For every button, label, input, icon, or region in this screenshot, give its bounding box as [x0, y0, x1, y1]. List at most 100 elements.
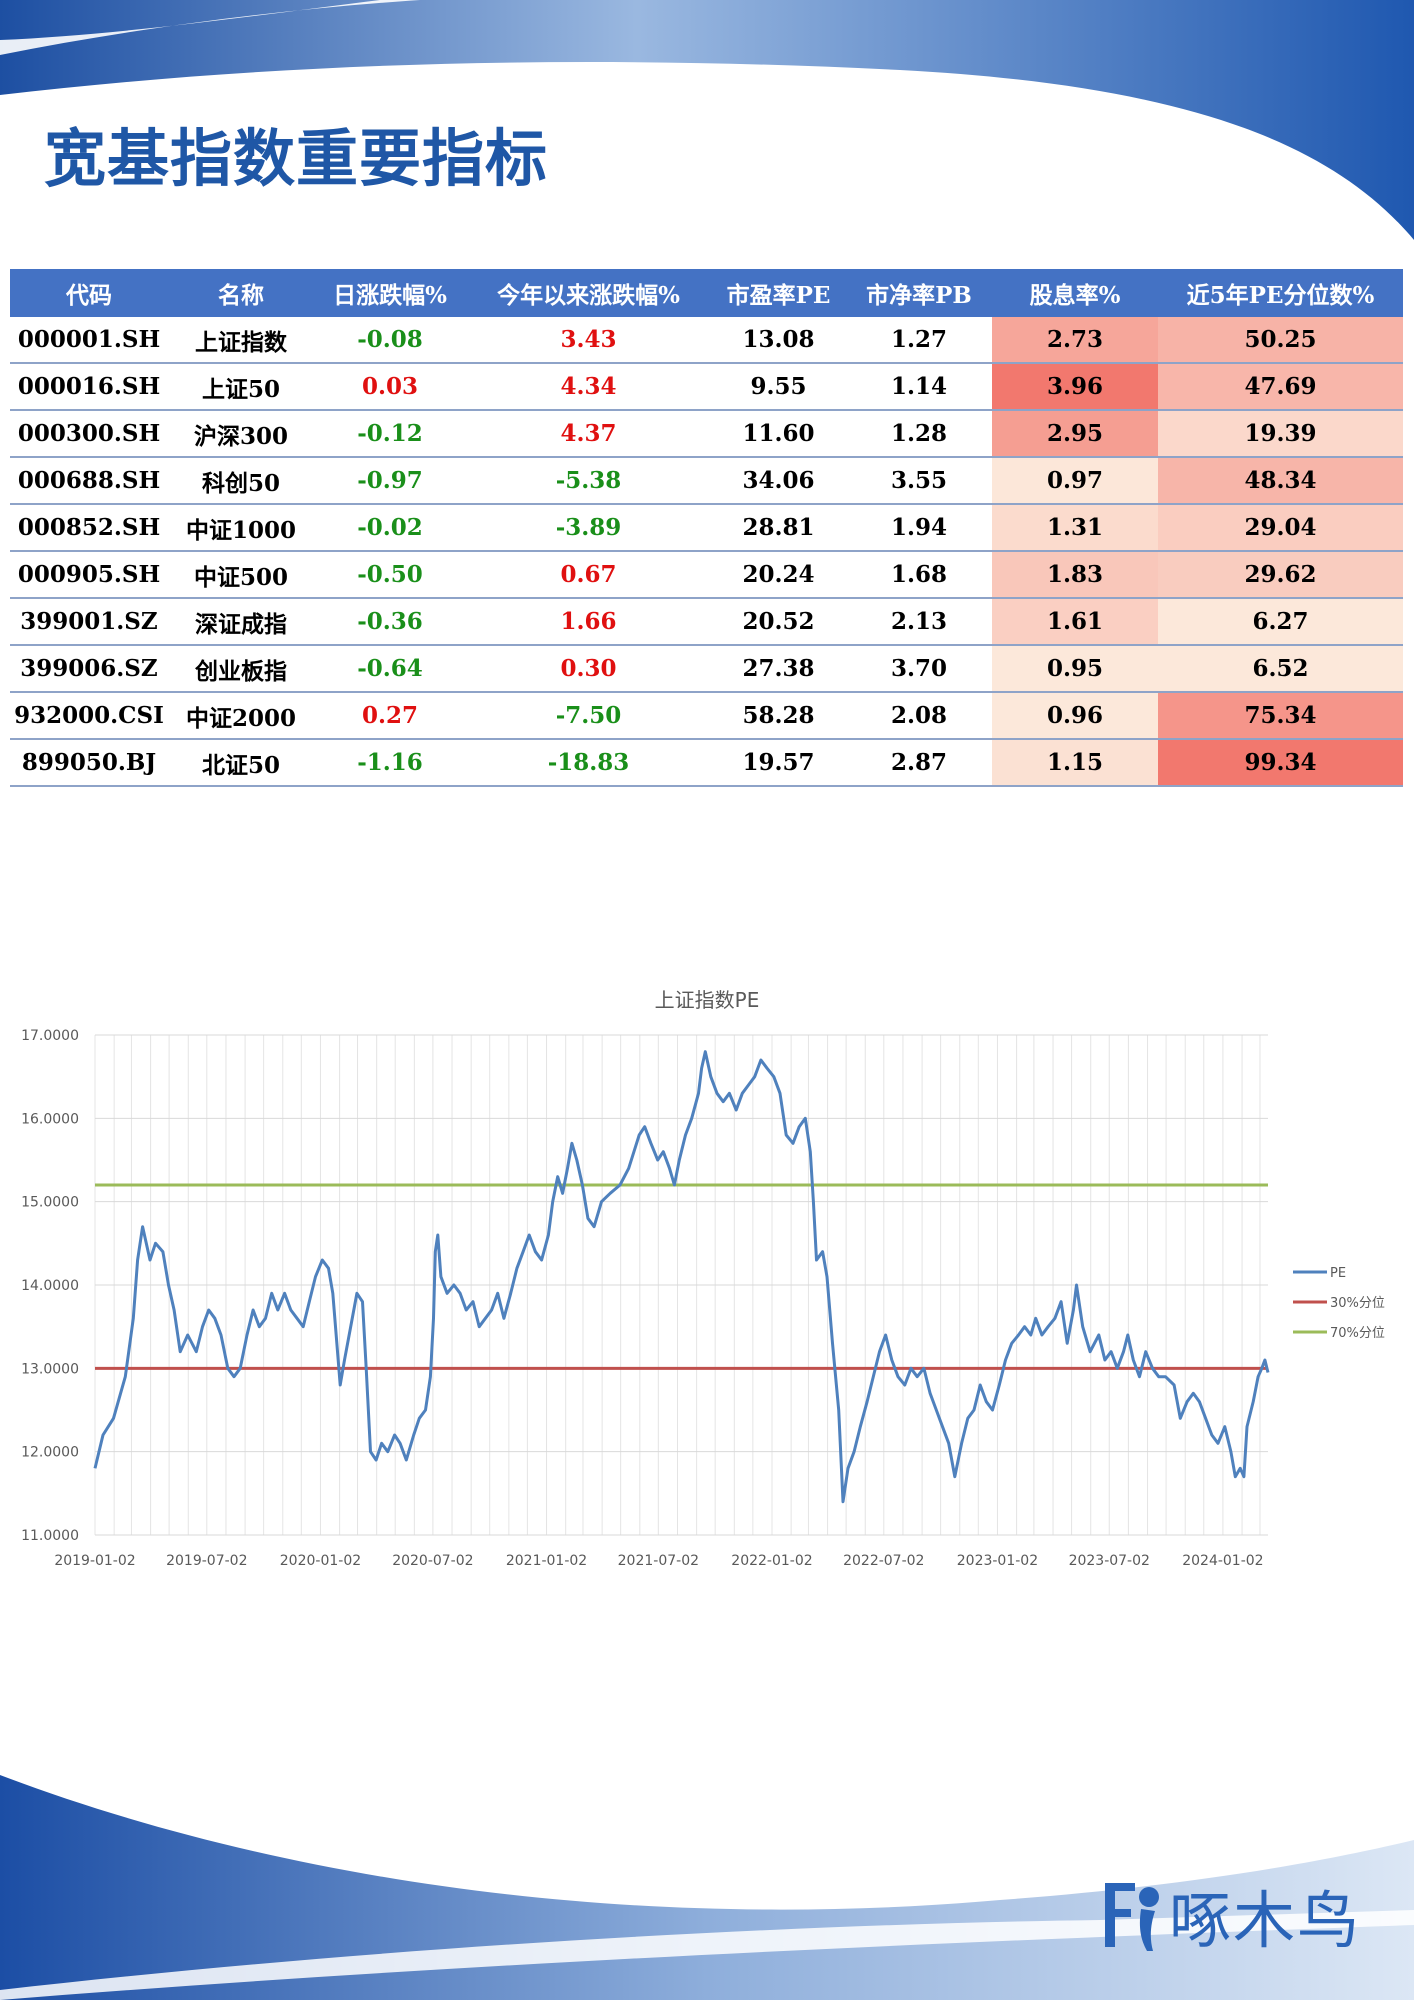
cell-pe-percentile: 50.25	[1158, 317, 1403, 364]
cell-day-change: -0.97	[314, 457, 466, 505]
cell-pe: 13.08	[711, 317, 846, 364]
x-axis-ticks: 2019-01-02 2019-07-02 2020-01-02 2020-07-02…	[54, 1553, 1263, 1569]
y-axis-ticks: 11.0000 12.0000 13.0000 14.0000 15.0000 16.00…	[21, 1028, 79, 1544]
y-tick-label: 12.0000	[21, 1445, 79, 1461]
header-day-change[interactable]: 日涨跌幅%	[314, 269, 466, 317]
cell-pe-percentile: 6.27	[1158, 598, 1403, 646]
x-tick-label: 2019-07-02	[166, 1553, 247, 1569]
header-pe[interactable]: 市盈率PE	[711, 269, 846, 317]
pe-line-chart: 上证指数PE 11.0000 12.0000 13.0000 14.0000 15.00…	[21, 988, 1385, 1569]
cell-name: 上证指数	[168, 317, 314, 364]
cell-ytd-change: -3.89	[466, 504, 711, 552]
cell-dividend-yield: 0.95	[992, 645, 1158, 693]
y-tick-label: 16.0000	[21, 1111, 79, 1127]
y-tick-label: 15.0000	[21, 1195, 79, 1211]
cell-pe-percentile: 48.34	[1158, 457, 1403, 505]
cell-pe-percentile: 99.34	[1158, 739, 1403, 787]
cell-dividend-yield: 0.97	[992, 457, 1158, 505]
cell-name: 科创50	[168, 457, 314, 505]
cell-name: 上证50	[168, 363, 314, 411]
cell-day-change: -0.36	[314, 598, 466, 646]
header-pb[interactable]: 市净率PB	[846, 269, 992, 317]
cell-pb: 3.70	[846, 645, 992, 693]
header-dividend-yield[interactable]: 股息率%	[992, 269, 1158, 317]
y-tick-label: 14.0000	[21, 1278, 79, 1294]
cell-dividend-yield: 2.73	[992, 317, 1158, 364]
cell-pe: 9.55	[711, 363, 846, 411]
chart-title: 上证指数PE	[655, 988, 760, 1012]
cell-ytd-change: 3.43	[466, 317, 711, 364]
cell-pb: 1.94	[846, 504, 992, 552]
woodpecker-icon	[1105, 1883, 1159, 1951]
bottom-wave-highlight	[0, 1910, 1414, 2000]
table-row[interactable]: 000852.SH 中证1000 -0.02 -3.89 28.81 1.94 1.31 29…	[10, 504, 1403, 552]
cell-pe: 11.60	[711, 410, 846, 458]
y-tick-label: 11.0000	[21, 1528, 79, 1544]
cell-dividend-yield: 2.95	[992, 410, 1158, 458]
table-row[interactable]: 000300.SH 沪深300 -0.12 4.37 11.60 1.28 2.95 19.3…	[10, 410, 1403, 458]
cell-pb: 3.55	[846, 457, 992, 505]
x-tick-label: 2022-07-02	[843, 1553, 924, 1569]
x-tick-label: 2024-01-02	[1182, 1553, 1263, 1569]
cell-day-change: 0.27	[314, 692, 466, 740]
x-tick-label: 2022-01-02	[731, 1553, 812, 1569]
cell-pb: 1.68	[846, 551, 992, 599]
brand-name: 啄木鸟	[1169, 1884, 1362, 1957]
table-row[interactable]: 000688.SH 科创50 -0.97 -5.38 34.06 3.55 0.97 48.3…	[10, 457, 1403, 505]
table-row[interactable]: 000016.SH 上证50 0.03 4.34 9.55 1.14 3.96 47.69	[10, 363, 1403, 411]
cell-ytd-change: 0.67	[466, 551, 711, 599]
cell-pe: 58.28	[711, 692, 846, 740]
cell-pb: 1.28	[846, 410, 992, 458]
cell-name: 沪深300	[168, 410, 314, 458]
horizontal-gridlines	[95, 1034, 1268, 1536]
cell-day-change: -1.16	[314, 739, 466, 787]
cell-code: 000001.SH	[10, 317, 168, 364]
cell-code: 000300.SH	[10, 410, 168, 458]
cell-pe: 28.81	[711, 504, 846, 552]
cell-code: 399006.SZ	[10, 645, 168, 693]
cell-pe-percentile: 75.34	[1158, 692, 1403, 740]
x-tick-label: 2023-01-02	[957, 1553, 1038, 1569]
bottom-wave	[0, 1775, 1414, 2000]
table-row[interactable]: 899050.BJ 北证50 -1.16 -18.83 19.57 2.87 1.15 99.…	[10, 739, 1403, 787]
y-tick-label: 17.0000	[21, 1028, 79, 1044]
cell-pb: 1.27	[846, 317, 992, 364]
header-pe-percentile[interactable]: 近5年PE分位数%	[1158, 269, 1403, 317]
table-row[interactable]: 399006.SZ 创业板指 -0.64 0.30 27.38 3.70 0.95 6.52	[10, 645, 1403, 693]
cell-ytd-change: 4.37	[466, 410, 711, 458]
series-line-pe	[93, 1050, 1270, 1504]
table-row[interactable]: 000905.SH 中证500 -0.50 0.67 20.24 1.68 1.83 29.6…	[10, 551, 1403, 599]
cell-day-change: 0.03	[314, 363, 466, 411]
brand-logo: 啄木鸟	[1095, 1870, 1361, 1960]
cell-pe: 27.38	[711, 645, 846, 693]
cell-code: 399001.SZ	[10, 598, 168, 646]
cell-ytd-change: 4.34	[466, 363, 711, 411]
table-row[interactable]: 932000.CSI 中证2000 0.27 -7.50 58.28 2.08 0.96 75…	[10, 692, 1403, 740]
cell-pe-percentile: 29.62	[1158, 551, 1403, 599]
table-row[interactable]: 399001.SZ 深证成指 -0.36 1.66 20.52 2.13 1.61 6.27	[10, 598, 1403, 646]
cell-day-change: -0.64	[314, 645, 466, 693]
cell-pe-percentile: 6.52	[1158, 645, 1403, 693]
y-tick-label: 13.0000	[21, 1361, 79, 1377]
table-row[interactable]: 000001.SH 上证指数 -0.08 3.43 13.08 1.27 2.73 50.25	[10, 317, 1403, 364]
header-code[interactable]: 代码	[10, 269, 168, 317]
cell-name: 深证成指	[168, 598, 314, 646]
cell-ytd-change: -18.83	[466, 739, 711, 787]
table-header-row: 代码 名称 日涨跌幅% 今年以来涨跌幅% 市盈率PE 市净率PB 股息率% 近5…	[10, 269, 1403, 317]
cell-day-change: -0.12	[314, 410, 466, 458]
cell-day-change: -0.50	[314, 551, 466, 599]
header-ytd-change[interactable]: 今年以来涨跌幅%	[466, 269, 711, 317]
header-name[interactable]: 名称	[168, 269, 314, 317]
cell-pe-percentile: 29.04	[1158, 504, 1403, 552]
cell-code: 000688.SH	[10, 457, 168, 505]
index-metrics-table: 代码 名称 日涨跌幅% 今年以来涨跌幅% 市盈率PE 市净率PB 股息率% 近5…	[10, 269, 1403, 787]
x-tick-label: 2021-01-02	[506, 1553, 587, 1569]
cell-pb: 2.08	[846, 692, 992, 740]
cell-code: 000905.SH	[10, 551, 168, 599]
cell-pe-percentile: 19.39	[1158, 410, 1403, 458]
pe-chart: 上证指数PE 11.0000 12.0000 13.0000 14.0000 15.00…	[0, 970, 1414, 1590]
cell-code: 000852.SH	[10, 504, 168, 552]
cell-name: 中证2000	[168, 692, 314, 740]
cell-code: 000016.SH	[10, 363, 168, 411]
